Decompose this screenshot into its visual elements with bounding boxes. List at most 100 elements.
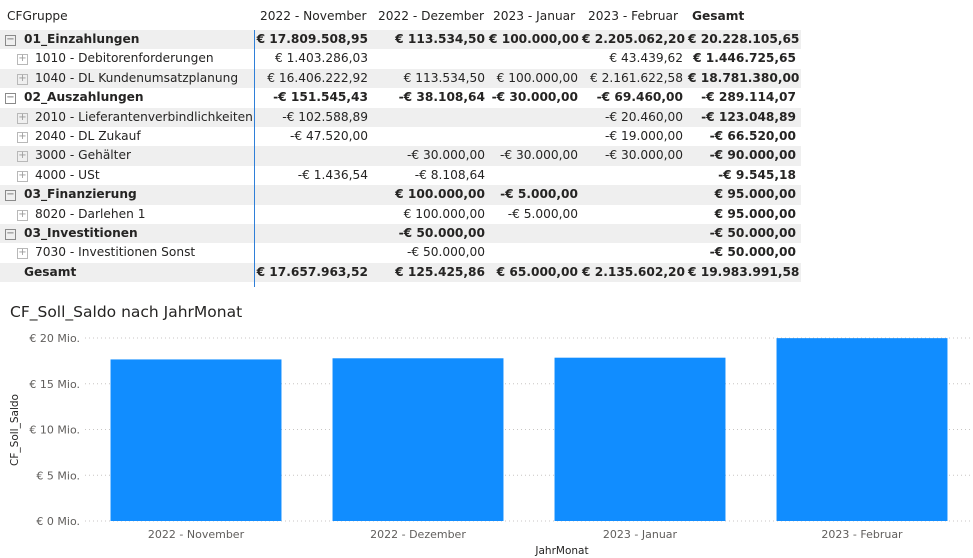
collapse-icon[interactable]: − [5,189,16,202]
cell-value: € 100.000,00 [395,187,485,202]
bar [554,357,726,521]
header-column[interactable]: 2023 - Februar [588,9,678,23]
bar [332,358,504,521]
header-column[interactable]: 2022 - Dezember [378,9,485,23]
row-label[interactable]: 2010 - Lieferantenverbindlichkeiten [35,109,253,124]
cell-value: -€ 30.000,00 [499,148,578,163]
y-tick-label: € 5 Mio. [36,469,80,482]
cell-value: -€ 102.588,89 [282,109,368,124]
bar [110,359,282,521]
table-row: +3000 - Gehälter -€ 30.000,00 -€ 30.000,00… [0,146,801,166]
cell-value: -€ 1.436,54 [297,167,368,182]
cell-value: -€ 151.545,43 [273,90,368,105]
header-row-label[interactable]: CFGruppe [7,9,68,23]
cell-value: -€ 90.000,00 [709,148,796,163]
cell-value: -€ 47.520,00 [289,128,368,143]
cell-value: € 43.439,62 [609,51,683,66]
cell-value: € 113.534,50 [403,70,485,85]
y-tick-label: € 10 Mio. [29,424,80,437]
cell-value: € 100.000,00 [489,32,579,46]
cell-value: -€ 20.460,00 [604,109,683,124]
y-axis-title: CF_Soll_Saldo [9,394,21,466]
cell-value: -€ 50.000,00 [406,245,485,260]
cell-value: € 125.425,86 [395,264,485,279]
row-label[interactable]: 1040 - DL Kundenumsatzplanung [35,70,239,85]
y-tick-label: € 20 Mio. [29,332,80,345]
expand-icon[interactable]: + [17,130,28,143]
cell-value: € 19.983.991,58 [688,264,800,279]
cell-value: -€ 38.108,64 [398,90,485,105]
cell-value: -€ 50.000,00 [709,245,796,260]
cell-value: € 17.657.963,52 [256,264,368,279]
group-row: −03_Investitionen -€ 50.000,00 -€ 50.000,0… [0,223,801,244]
expand-icon[interactable]: + [17,53,28,66]
x-tick-label: 2023 - Januar [603,528,678,541]
cell-value: € 113.534,50 [395,32,485,46]
row-label[interactable]: 8020 - Darlehen 1 [35,206,146,221]
table-row: +2010 - Lieferantenverbindlichkeiten -€ 1… [0,107,801,127]
collapse-icon[interactable]: − [5,227,16,240]
table-row: +7030 - Investitionen Sonst -€ 50.000,00 -… [0,243,801,262]
row-label[interactable]: 03_Investitionen [24,225,138,240]
expand-icon[interactable]: + [17,169,28,182]
row-label[interactable]: 03_Finanzierung [24,187,137,202]
cell-value: -€ 30.000,00 [491,90,578,105]
cell-value: € 100.000,00 [496,70,578,85]
group-row: −01_Einzahlungen € 17.809.508,95 € 113.534… [0,30,801,50]
collapse-icon[interactable]: − [5,92,16,105]
cell-value: -€ 8.108,64 [414,167,485,182]
table-row: +1040 - DL Kundenumsatzplanung € 16.406.2… [0,68,801,89]
cell-value: -€ 69.460,00 [596,90,683,105]
header-column[interactable]: 2022 - November [260,9,367,23]
cell-value: -€ 289.114,07 [701,90,796,105]
cell-value: -€ 123.048,89 [701,109,796,124]
cell-value: € 65.000,00 [496,264,578,279]
column-divider [254,30,255,287]
x-tick-label: 2022 - Dezember [370,528,466,541]
cell-value: -€ 30.000,00 [406,148,485,163]
expand-icon[interactable]: + [17,150,28,163]
cell-value: € 1.403.286,03 [274,51,368,66]
cell-value: € 100.000,00 [403,206,485,221]
collapse-icon[interactable]: − [5,34,16,46]
row-label[interactable]: 1010 - Debitorenforderungen [35,51,214,66]
total-row: Gesamt € 17.657.963,52 € 125.425,86 € 65.00… [0,262,801,283]
matrix-table: CFGruppe 2022 - November 2022 - Dezember 20… [0,0,801,283]
expand-icon[interactable]: + [17,247,28,260]
cell-value: -€ 5.000,00 [507,206,578,221]
cell-value: € 16.406.222,92 [267,70,368,85]
cell-value: € 17.809.508,95 [256,32,368,46]
expand-icon[interactable]: + [17,111,28,124]
cell-value: € 20.228.105,65 [688,32,800,46]
expand-icon[interactable]: + [17,72,28,85]
table-row: +8020 - Darlehen 1 € 100.000,00 -€ 5.000,0… [0,205,801,224]
y-tick-label: € 0 Mio. [36,515,80,528]
table-row: +1010 - Debitorenforderungen € 1.403.286,… [0,49,801,68]
row-label[interactable]: 7030 - Investitionen Sonst [35,245,196,260]
cell-value: -€ 9.545,18 [718,167,796,182]
x-tick-label: 2022 - November [148,528,245,541]
row-label[interactable]: 01_Einzahlungen [24,32,140,46]
row-label[interactable]: 2040 - DL Zukauf [35,128,141,143]
matrix-header-row: CFGruppe 2022 - November 2022 - Dezember 20… [0,0,801,30]
expand-icon[interactable]: + [17,208,28,221]
group-row: −02_Auszahlungen -€ 151.545,43 -€ 38.108,6… [0,88,801,107]
table-row: +2040 - DL Zukauf -€ 47.520,00 -€ 19.000,0… [0,127,801,146]
cell-value: € 2.205.062,20 [582,32,685,46]
header-column[interactable]: 2023 - Januar [493,9,576,23]
cell-value: € 95.000,00 [714,206,796,221]
cell-value: -€ 66.520,00 [709,128,796,143]
cell-value: -€ 19.000,00 [604,128,683,143]
row-label[interactable]: 02_Auszahlungen [24,90,144,105]
group-row: −03_Finanzierung € 100.000,00 -€ 5.000,00 €… [0,185,801,205]
cell-value: -€ 50.000,00 [398,225,485,240]
row-label: Gesamt [24,264,77,279]
row-label[interactable]: 4000 - USt [35,167,100,182]
cell-value: € 1.446.725,65 [693,51,796,66]
cell-value: -€ 30.000,00 [604,148,683,163]
header-column[interactable]: Gesamt [692,9,745,23]
cell-value: -€ 50.000,00 [709,225,796,240]
cell-value: € 95.000,00 [714,187,796,202]
row-label[interactable]: 3000 - Gehälter [35,148,131,163]
